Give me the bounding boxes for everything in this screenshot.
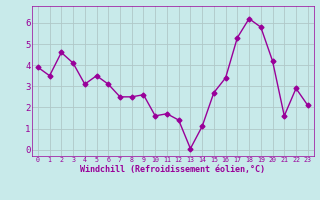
X-axis label: Windchill (Refroidissement éolien,°C): Windchill (Refroidissement éolien,°C) bbox=[80, 165, 265, 174]
